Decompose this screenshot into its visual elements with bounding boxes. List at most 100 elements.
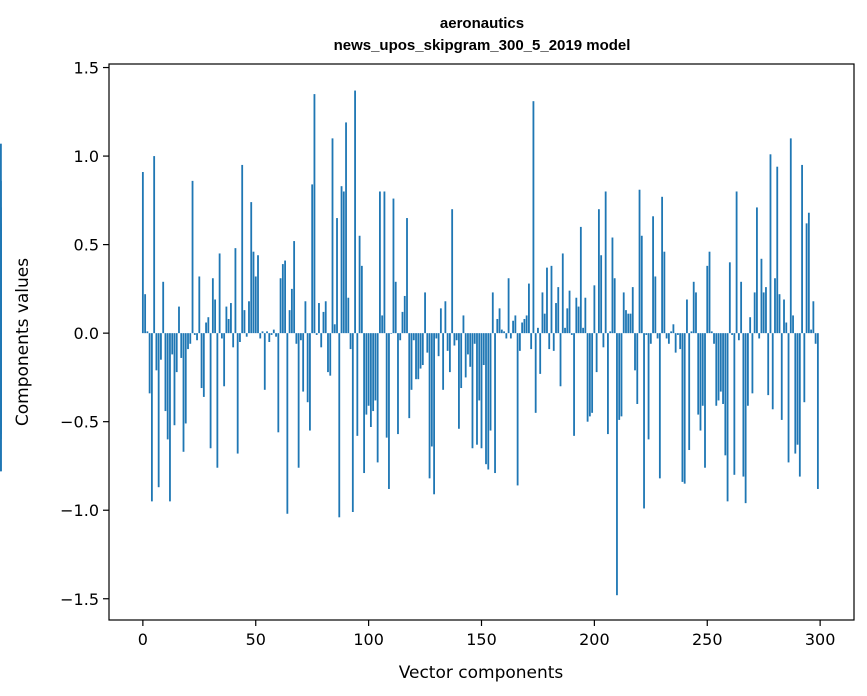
bar: [164, 333, 167, 412]
bar: [385, 333, 388, 438]
bar: [239, 333, 241, 342]
bar: [803, 333, 806, 403]
bar: [561, 253, 564, 334]
bar: [744, 333, 747, 504]
bar: [796, 333, 799, 445]
plot-frame: [108, 63, 855, 621]
bar: [683, 333, 686, 484]
bar: [559, 333, 562, 387]
bar: [708, 251, 711, 334]
bar: [313, 94, 316, 334]
bar: [476, 333, 478, 445]
bar: [367, 333, 370, 406]
bar: [275, 333, 277, 337]
bar: [645, 333, 648, 335]
bar: [458, 333, 460, 429]
x-tick-label: 300: [805, 630, 836, 649]
bar: [756, 207, 758, 334]
bar: [534, 333, 537, 413]
bar: [218, 253, 221, 334]
y-tick-label: −1.0: [60, 501, 99, 520]
bar: [631, 287, 634, 334]
bar: [812, 301, 815, 334]
bar: [214, 299, 217, 334]
bar: [735, 191, 738, 334]
bar: [270, 333, 273, 335]
bar: [467, 333, 469, 355]
bar: [491, 292, 494, 334]
bar: [403, 295, 406, 334]
bar: [649, 333, 652, 344]
bar: [180, 333, 183, 358]
bar: [597, 209, 600, 334]
bar: [582, 327, 584, 334]
bar: [388, 333, 390, 489]
bar: [207, 317, 210, 334]
bar: [769, 154, 772, 334]
bar: [543, 313, 546, 334]
bar: [297, 333, 300, 468]
bar: [189, 333, 192, 344]
bar: [618, 333, 621, 420]
bar: [525, 315, 528, 334]
bar: [166, 333, 169, 440]
bar: [374, 333, 377, 401]
bar: [710, 331, 713, 334]
bar: [697, 333, 700, 415]
bar: [338, 333, 341, 518]
bar: [774, 278, 776, 334]
bars-group: [0, 90, 819, 596]
bar: [663, 251, 666, 334]
bar: [324, 301, 327, 334]
bar: [424, 292, 426, 334]
x-axis-label: Vector components: [399, 663, 564, 683]
x-tick-label: 50: [246, 630, 266, 649]
bar: [539, 333, 542, 374]
bar: [706, 265, 709, 334]
bar: [336, 218, 338, 334]
bar: [286, 333, 289, 514]
bar: [570, 333, 573, 335]
bar: [548, 333, 551, 350]
bar: [200, 333, 203, 389]
bar: [241, 164, 244, 334]
bar: [187, 333, 189, 350]
bar: [575, 297, 578, 334]
bar: [419, 333, 422, 369]
bar: [555, 303, 557, 334]
bar: [342, 191, 345, 334]
bar: [692, 281, 695, 334]
bar: [410, 333, 413, 390]
bar: [661, 196, 664, 334]
bar: [665, 333, 668, 339]
bar: [182, 333, 185, 452]
bar: [227, 318, 230, 334]
bar: [584, 297, 587, 334]
bar: [677, 333, 679, 335]
bar: [751, 333, 754, 394]
bar: [198, 276, 201, 334]
bar: [647, 333, 650, 440]
bar: [498, 308, 501, 334]
bar: [787, 333, 790, 463]
bar: [656, 333, 659, 339]
bar: [726, 333, 729, 502]
bar: [652, 216, 654, 334]
bar: [169, 333, 171, 502]
bar: [566, 308, 569, 334]
bar: [406, 218, 408, 334]
bar: [749, 317, 752, 334]
bar: [638, 189, 641, 334]
bar: [266, 331, 268, 334]
bar: [281, 264, 284, 334]
bar: [658, 333, 661, 479]
bar: [311, 184, 314, 334]
bar: [0, 320, 2, 334]
bar: [0, 333, 2, 472]
bar: [487, 333, 490, 470]
bar: [196, 333, 198, 341]
bar: [679, 333, 682, 350]
bar: [518, 333, 521, 351]
bar: [392, 198, 395, 334]
bar: [178, 306, 180, 334]
